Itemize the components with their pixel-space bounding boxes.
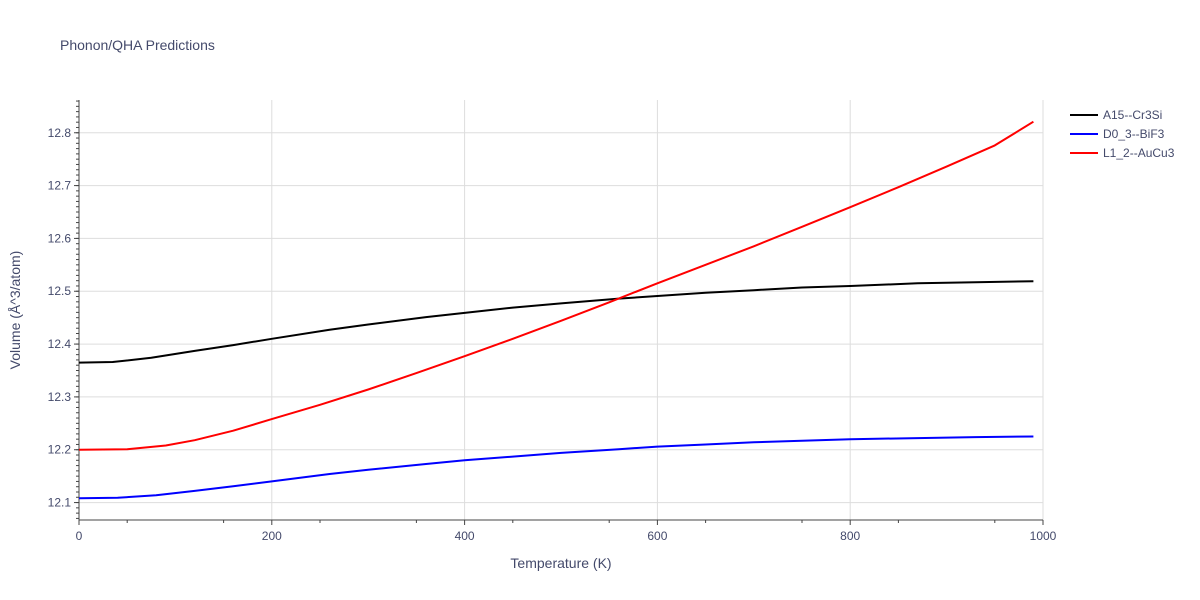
legend-label: A15--Cr3Si (1103, 108, 1162, 122)
x-tick-label: 0 (76, 529, 83, 543)
x-tick-label: 1000 (1030, 529, 1057, 543)
y-tick-label: 12.6 (48, 231, 72, 245)
y-tick-label: 12.2 (48, 443, 72, 457)
chart-title: Phonon/QHA Predictions (60, 37, 215, 53)
series-line-0 (78, 280, 1034, 364)
y-tick-label: 12.8 (48, 126, 72, 140)
legend: A15--Cr3Si D0_3--BiF3 L1_2--AuCu3 (1070, 108, 1175, 160)
x-tick-label: 200 (262, 529, 282, 543)
x-tick-label: 600 (647, 529, 667, 543)
y-tick-label: 12.5 (48, 284, 72, 298)
y-tick-label: 12.7 (48, 179, 72, 193)
y-tick-label: 12.1 (48, 496, 72, 510)
grid (79, 100, 1044, 520)
x-tick-label: 400 (455, 529, 475, 543)
series-line-2 (78, 120, 1034, 451)
series-line-1 (78, 435, 1034, 500)
x-axis-title: Temperature (K) (510, 555, 611, 571)
legend-label: L1_2--AuCu3 (1103, 146, 1175, 160)
y-tick-label: 12.3 (48, 390, 72, 404)
legend-label: D0_3--BiF3 (1103, 127, 1165, 141)
x-tick-label: 800 (840, 529, 860, 543)
plot-area (78, 120, 1034, 500)
axes: 0 200 400 600 800 1000 12.1 12.2 12.3 12.4 12.5 12.… (48, 100, 1057, 543)
y-axis-title: Volume (Å^3/atom) (7, 251, 23, 370)
y-tick-label: 12.4 (48, 337, 72, 351)
